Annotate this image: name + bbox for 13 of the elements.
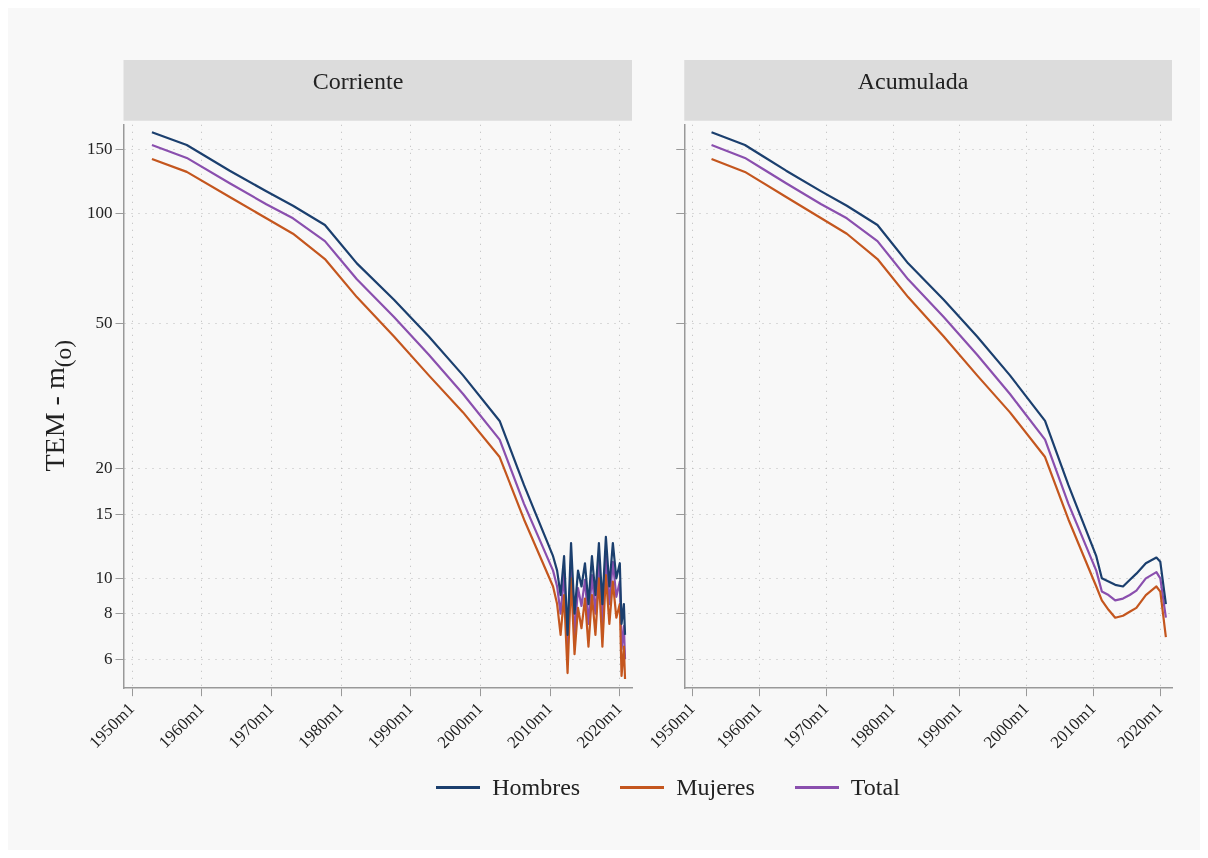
y-tick-label: 15 bbox=[95, 503, 113, 523]
chart-title: Acumulada bbox=[857, 67, 969, 94]
y-tick-label: 50 bbox=[95, 312, 113, 332]
y-tick-label: 8 bbox=[104, 603, 113, 623]
legend-label: Mujeres bbox=[676, 774, 755, 801]
y-tick-label: 6 bbox=[104, 648, 113, 668]
legend-label: Hombres bbox=[492, 774, 581, 801]
y-tick-label: 100 bbox=[87, 202, 113, 222]
chart-title: Corriente bbox=[312, 67, 404, 94]
y-tick-label: 150 bbox=[87, 138, 113, 158]
y-tick-label: 10 bbox=[95, 567, 113, 587]
legend-label: Total bbox=[850, 774, 900, 801]
y-tick-label: 20 bbox=[95, 457, 113, 477]
